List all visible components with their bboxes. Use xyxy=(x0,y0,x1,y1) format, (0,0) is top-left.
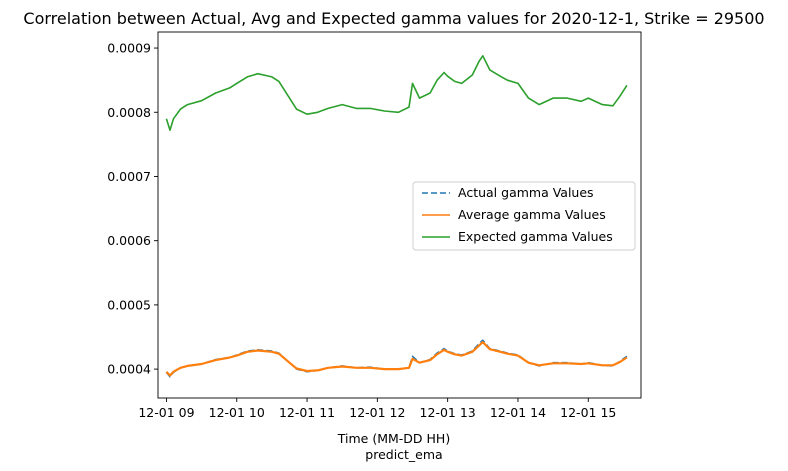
legend-label-average: Average gamma Values xyxy=(458,207,606,222)
x-tick-label: 12-01 14 xyxy=(490,405,546,420)
plot-frame xyxy=(157,31,642,399)
series-line-expected xyxy=(165,54,628,131)
y-tick-label: 0.0008 xyxy=(107,105,151,120)
legend-label-actual: Actual gamma Values xyxy=(458,185,594,200)
legend-label-expected: Expected gamma Values xyxy=(458,229,613,244)
x-axis-label: Time (MM-DD HH) xyxy=(337,431,450,446)
x-tick-label: 12-01 09 xyxy=(138,405,194,420)
y-tick-label: 0.0007 xyxy=(107,169,151,184)
x-tick-label: 12-01 13 xyxy=(420,405,476,420)
x-axis-sublabel: predict_ema xyxy=(365,447,442,462)
y-axis-ticks: 0.0004 0.0005 0.0006 0.0007 0.0008 0.0009 xyxy=(107,41,158,377)
y-tick-label: 0.0004 xyxy=(107,362,151,377)
series-line-actual xyxy=(165,339,628,378)
x-tick-label: 12-01 15 xyxy=(560,405,616,420)
x-tick-label: 12-01 11 xyxy=(279,405,335,420)
x-tick-label: 12-01 12 xyxy=(349,405,405,420)
series-line-average xyxy=(165,341,628,377)
y-tick-label: 0.0005 xyxy=(107,297,151,312)
y-tick-label: 0.0009 xyxy=(107,41,151,56)
legend-box xyxy=(412,181,636,251)
chart-title: Correlation between Actual, Avg and Expe… xyxy=(23,9,764,28)
series-layer xyxy=(165,54,628,378)
x-axis-ticks: 12-01 09 12-01 10 12-01 11 12-01 12 12-01 13… xyxy=(138,398,616,420)
legend: Actual gamma Values Average gamma Values… xyxy=(412,181,636,251)
y-tick-label: 0.0006 xyxy=(107,233,151,248)
x-tick-label: 12-01 10 xyxy=(209,405,265,420)
